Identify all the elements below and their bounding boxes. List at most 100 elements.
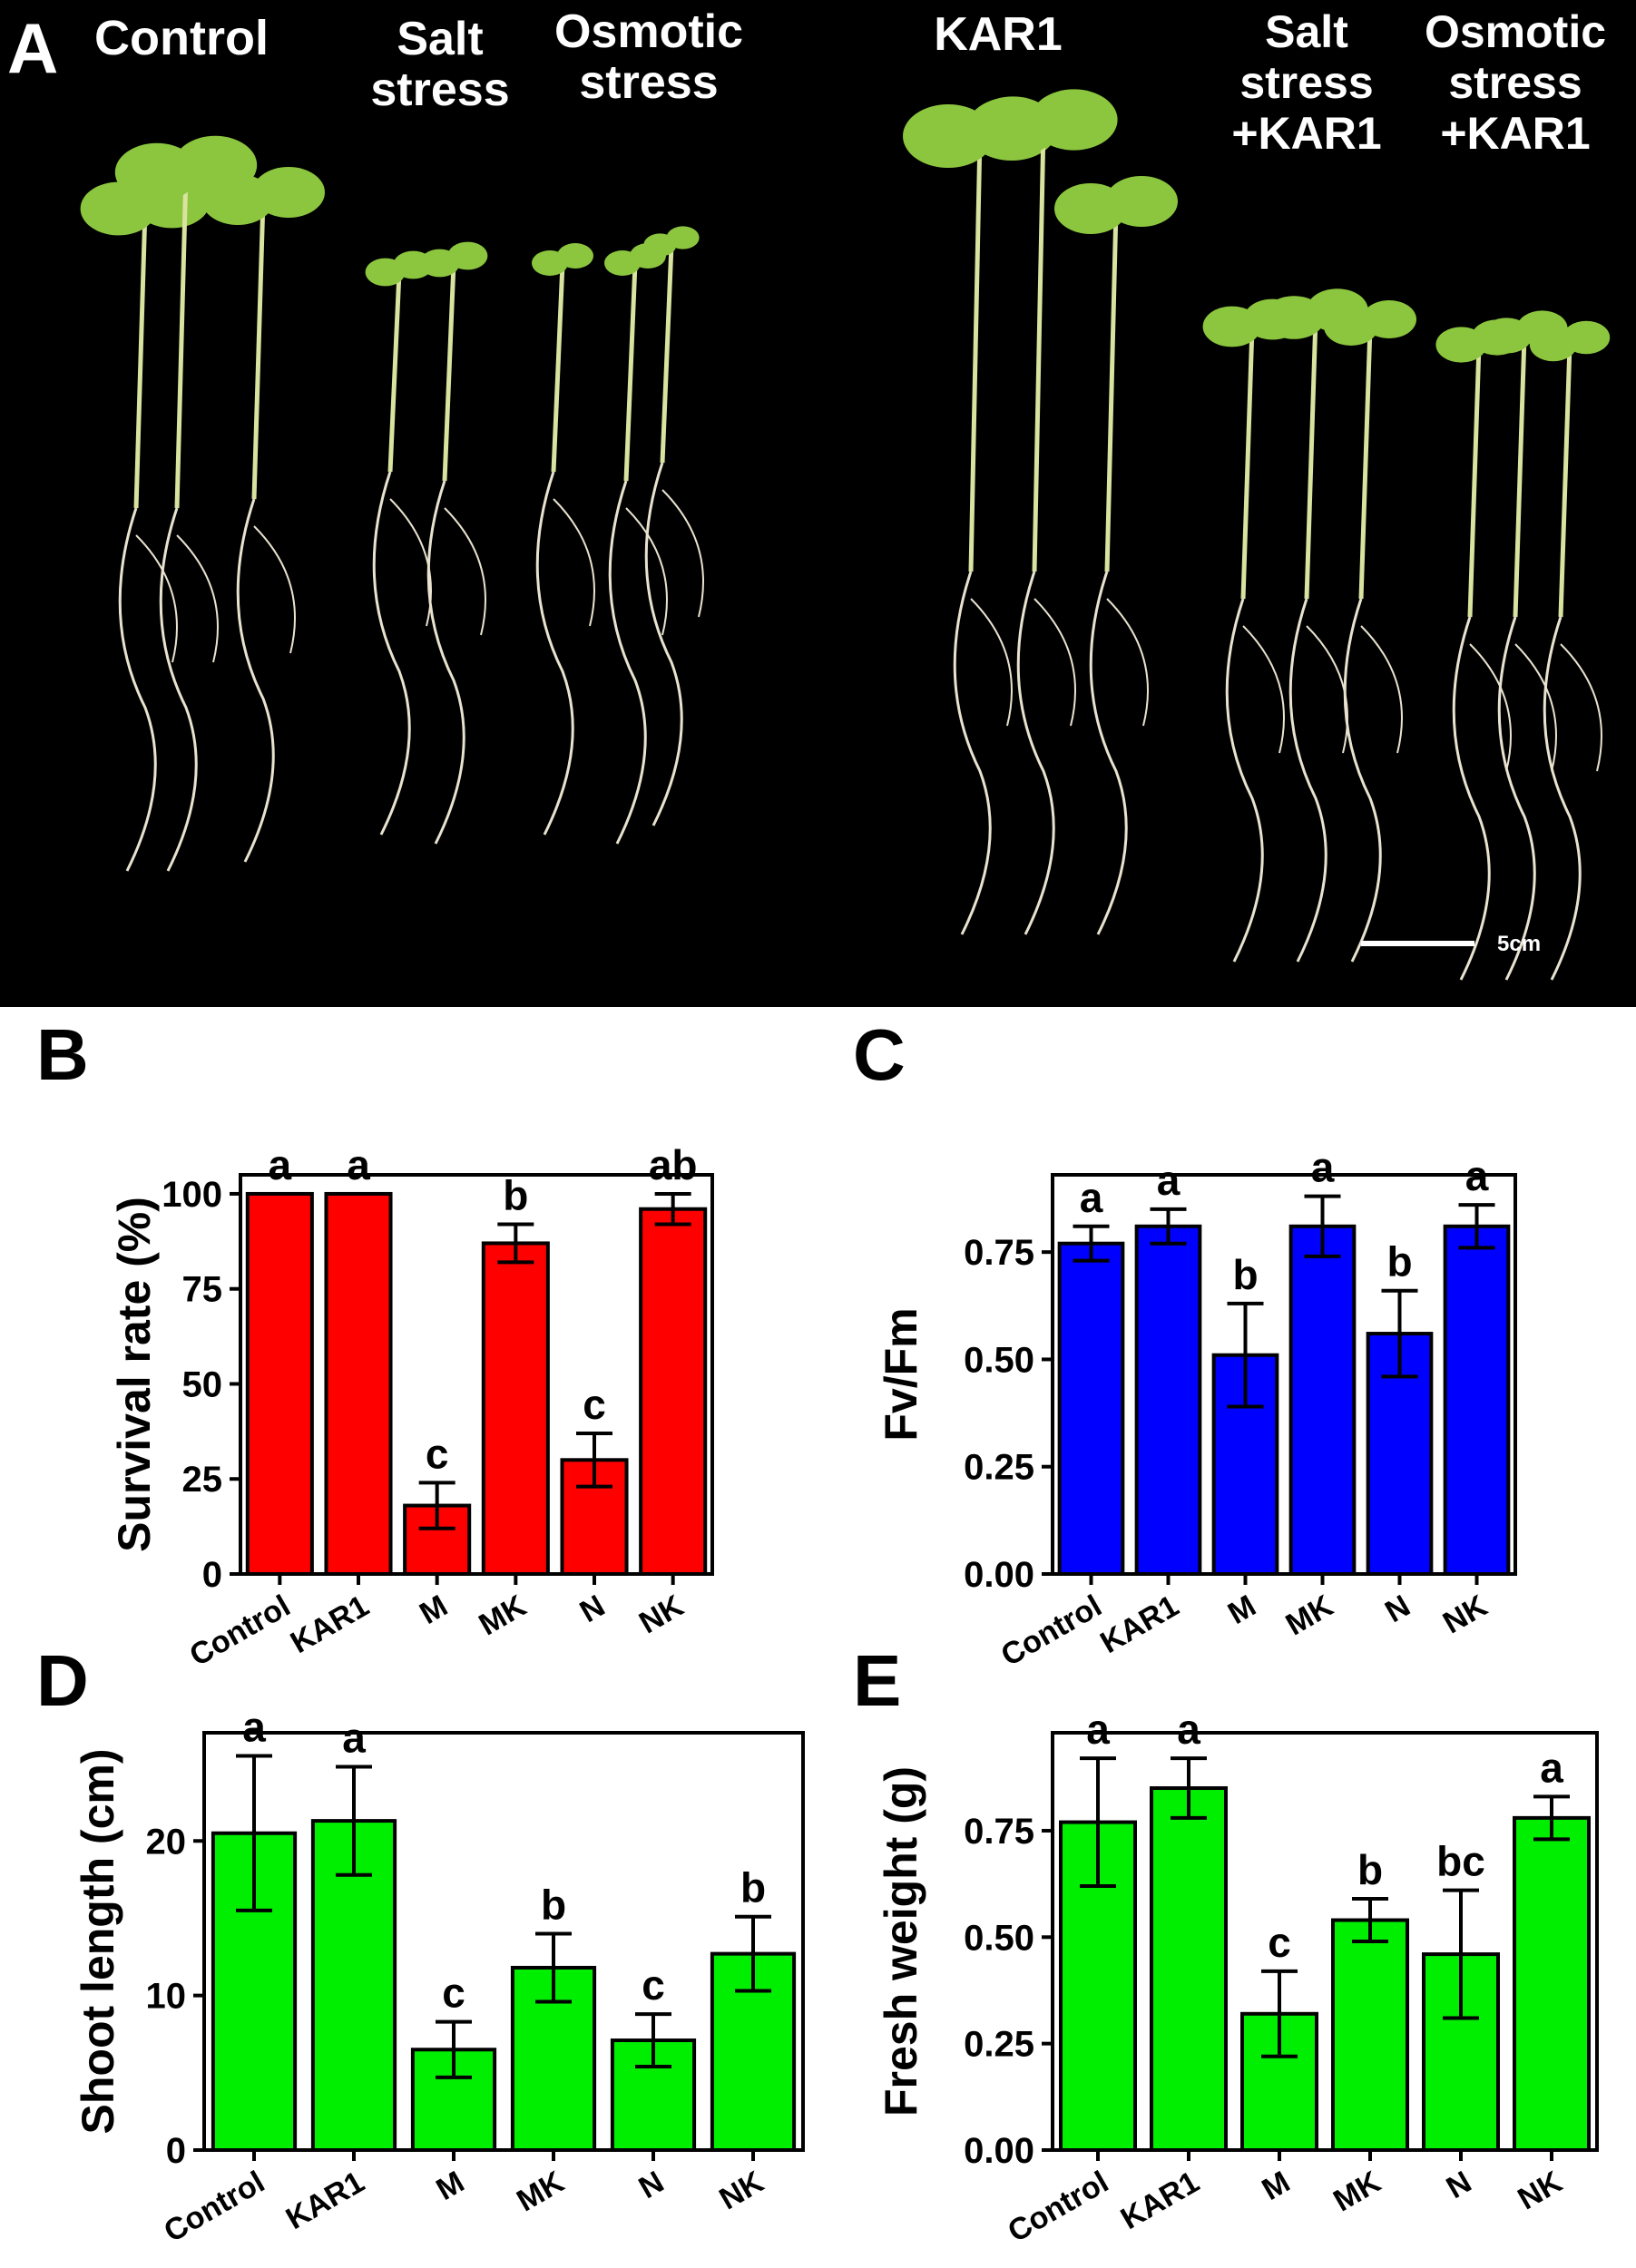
seedling-root bbox=[372, 471, 411, 836]
y-tick-label: 0.50 bbox=[964, 1918, 1034, 1958]
panel-label: C bbox=[853, 1014, 906, 1095]
significance-letter: a bbox=[269, 1141, 292, 1188]
bar bbox=[324, 1191, 393, 1576]
seedling-root bbox=[608, 480, 647, 845]
seedling-root bbox=[1016, 571, 1055, 935]
seedling-root bbox=[159, 507, 198, 872]
x-tick-label: MK bbox=[474, 1589, 533, 1643]
x-tick-label: N bbox=[1379, 1589, 1416, 1629]
seedling-stem bbox=[251, 199, 266, 500]
seedling-root bbox=[236, 498, 275, 863]
group-label-osmotic-stress: Osmotic stress bbox=[554, 5, 743, 109]
seedling-stem bbox=[1104, 208, 1119, 572]
x-tick-label: Control bbox=[995, 1589, 1108, 1673]
bar bbox=[1366, 1332, 1434, 1576]
significance-letter: bc bbox=[1436, 1838, 1485, 1885]
panel-label: B bbox=[36, 1014, 89, 1095]
significance-letter: a bbox=[347, 1141, 370, 1188]
group-label-kar1: KAR1 bbox=[934, 8, 1063, 61]
group-label-control: Control bbox=[94, 11, 269, 65]
y-tick-label: 20 bbox=[146, 1822, 187, 1862]
seedling-leaf bbox=[1563, 320, 1611, 355]
significance-letter: b bbox=[503, 1171, 528, 1218]
seedling-root bbox=[118, 507, 157, 872]
x-tick-label: N bbox=[1441, 2165, 1477, 2205]
seedling-stem bbox=[1032, 126, 1046, 572]
group-label-salt-stress: Salt stress bbox=[370, 13, 509, 116]
seedling-stem bbox=[1358, 326, 1373, 600]
x-tick-label: M bbox=[1222, 1589, 1262, 1631]
seedling-root bbox=[1089, 571, 1128, 935]
seedling-root bbox=[426, 480, 465, 845]
seedling-root bbox=[661, 489, 704, 618]
seedling-root bbox=[135, 534, 178, 663]
significance-letter: c bbox=[426, 1430, 449, 1477]
y-tick-label: 10 bbox=[146, 1977, 187, 2017]
y-tick-label: 0.00 bbox=[964, 1555, 1034, 1595]
y-axis-label: Fresh weight (g) bbox=[876, 1766, 926, 2116]
significance-letter: a bbox=[242, 1704, 266, 1751]
seedling-leaf bbox=[447, 241, 488, 270]
seedling-root bbox=[176, 534, 219, 663]
seedling-root bbox=[1343, 598, 1382, 963]
x-tick-label: Control bbox=[1002, 2165, 1114, 2249]
seedling-root bbox=[1242, 625, 1285, 754]
seedling-leaf bbox=[252, 167, 325, 218]
seedling-root bbox=[625, 507, 668, 636]
significance-letter: b bbox=[740, 1864, 766, 1911]
seedling-root bbox=[644, 462, 683, 826]
x-tick-label: KAR1 bbox=[1115, 2165, 1205, 2236]
group-label-osmotic-stress-kar1: Osmotic stress +KAR1 bbox=[1425, 6, 1606, 159]
x-tick-label: KAR1 bbox=[280, 2165, 370, 2236]
seedling-root bbox=[1560, 643, 1602, 772]
x-tick-label: M bbox=[430, 2165, 470, 2207]
significance-letter: a bbox=[1080, 1174, 1103, 1221]
panel-a-label: A bbox=[7, 8, 58, 88]
y-axis-label: Fv/Fm bbox=[876, 1307, 926, 1441]
y-axis-label: Survival rate (%) bbox=[109, 1197, 160, 1552]
seedling-stem bbox=[1304, 317, 1318, 600]
x-tick-label: KAR1 bbox=[285, 1589, 375, 1660]
panel-label: D bbox=[36, 1640, 89, 1721]
seedling-root bbox=[1360, 625, 1403, 754]
x-tick-label: MK bbox=[1280, 1589, 1339, 1643]
y-tick-label: 100 bbox=[162, 1175, 222, 1215]
scale-bar-label: 5cm bbox=[1497, 932, 1541, 956]
seedling-stem bbox=[660, 244, 674, 464]
seedling-leaf bbox=[557, 243, 593, 269]
seedling-root bbox=[389, 498, 432, 627]
seedling-root bbox=[1543, 616, 1582, 981]
y-tick-label: 0 bbox=[166, 2131, 186, 2171]
seedling-root bbox=[1452, 616, 1491, 981]
seedling-leaf bbox=[1105, 176, 1178, 227]
plot-frame bbox=[1051, 1731, 1599, 2152]
seedling-stem bbox=[623, 262, 638, 482]
y-tick-label: 0.25 bbox=[964, 1448, 1034, 1488]
significance-letter: a bbox=[1177, 1706, 1200, 1753]
y-tick-label: 0.50 bbox=[964, 1340, 1034, 1380]
bar bbox=[245, 1191, 314, 1576]
x-tick-label: M bbox=[1256, 2165, 1296, 2207]
seedling-stem bbox=[1513, 335, 1527, 618]
x-tick-label: Control bbox=[184, 1589, 297, 1673]
seedling-root bbox=[1106, 598, 1149, 727]
x-tick-label: NK bbox=[713, 2165, 769, 2217]
bar bbox=[1057, 1241, 1125, 1577]
seedling-root bbox=[1514, 643, 1557, 772]
seedling-leaf bbox=[666, 226, 700, 249]
chart-panel-c: C 0.00 0.25 0.50 0.75 Fv/Fm a Control a KAR1 b Ma MK… bbox=[853, 1014, 1517, 1673]
seedling-stem bbox=[1558, 344, 1572, 618]
bar bbox=[1443, 1224, 1511, 1576]
seedling-root bbox=[1306, 625, 1348, 754]
x-tick-label: NK bbox=[633, 1589, 690, 1641]
seedling-root bbox=[1469, 643, 1512, 772]
seedling-stem bbox=[442, 262, 456, 482]
x-tick-label: Control bbox=[158, 2165, 270, 2249]
significance-letter: c bbox=[442, 1970, 465, 2017]
seedling-root bbox=[253, 525, 296, 654]
significance-letter: a bbox=[342, 1714, 366, 1761]
significance-letter: a bbox=[1540, 1744, 1563, 1791]
seedling-root bbox=[953, 571, 992, 935]
seedling-stem bbox=[387, 271, 402, 473]
bar bbox=[1513, 1815, 1591, 2152]
